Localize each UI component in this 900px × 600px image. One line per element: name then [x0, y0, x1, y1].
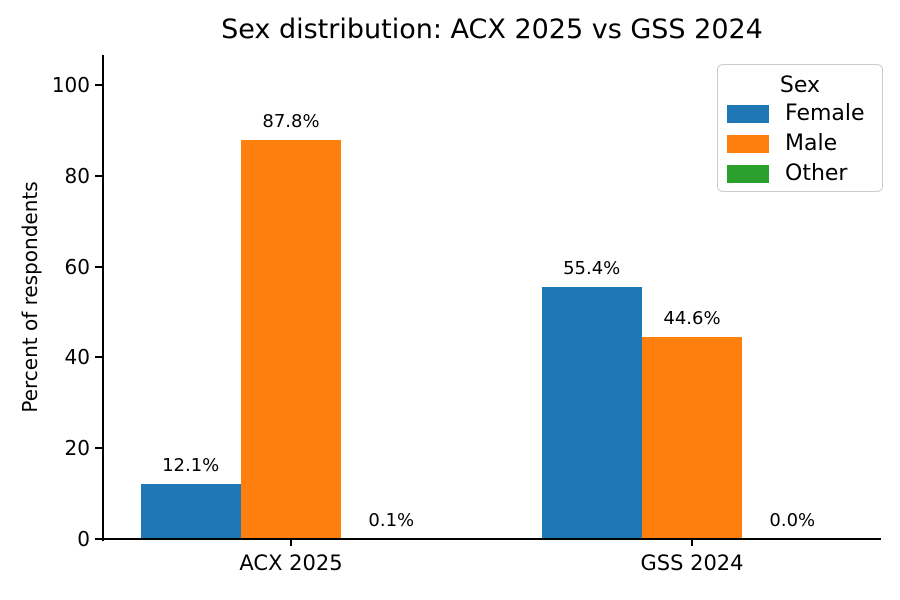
legend-entry-male: Male [726, 129, 874, 159]
bar-female-gss-2024 [541, 287, 642, 539]
y-tick-mark [95, 447, 102, 450]
y-tick-label: 100 [51, 72, 90, 97]
y-tick-label: 60 [64, 254, 90, 279]
bar-value-label-female-gss-2024: 55.4% [563, 258, 621, 280]
bar-female-acx-2025 [140, 484, 241, 539]
y-axis-spine [102, 55, 104, 541]
legend-entry-female: Female [726, 99, 874, 129]
x-tick-mark [290, 539, 292, 546]
bar-value-label-male-gss-2024: 44.6% [663, 307, 721, 329]
chart-title: Sex distribution: ACX 2025 vs GSS 2024 [221, 14, 763, 45]
y-tick-mark [95, 174, 102, 177]
y-tick-mark [95, 356, 102, 359]
legend-entry-other: Other [726, 159, 874, 189]
x-axis-spine [102, 537, 881, 540]
legend-entries: Female Male Other [726, 99, 874, 189]
y-tick-mark [95, 538, 102, 540]
bar-value-label-other-acx-2025: 0.1% [368, 509, 415, 531]
legend-entry-label-female: Female [785, 101, 865, 126]
x-tick-mark [691, 539, 693, 546]
legend-title: Sex [779, 73, 821, 98]
y-tick-label: 20 [64, 436, 90, 461]
legend: Sex Female Male Other [717, 64, 883, 192]
y-axis-label: Percent of respondents [18, 181, 42, 413]
legend-entry-label-other: Other [785, 161, 848, 186]
bar-value-label-female-acx-2025: 12.1% [162, 455, 220, 477]
x-tick-label-gss-2024: GSS 2024 [640, 551, 744, 575]
legend-swatch-other [727, 165, 769, 183]
x-tick-label-acx-2025: ACX 2025 [239, 551, 343, 575]
bar-male-gss-2024 [641, 336, 743, 539]
y-tick-mark [95, 265, 102, 268]
legend-entry-label-male: Male [785, 131, 838, 156]
bar-male-acx-2025 [240, 140, 342, 539]
y-tick-label: 0 [77, 527, 90, 551]
bar-value-label-male-acx-2025: 87.8% [262, 111, 320, 133]
legend-swatch-female [727, 105, 769, 123]
legend-swatch-male [727, 135, 769, 153]
y-tick-label: 40 [64, 345, 90, 370]
y-tick-label: 80 [64, 163, 90, 188]
bar-value-label-other-gss-2024: 0.0% [769, 510, 816, 531]
y-tick-mark [95, 83, 102, 86]
